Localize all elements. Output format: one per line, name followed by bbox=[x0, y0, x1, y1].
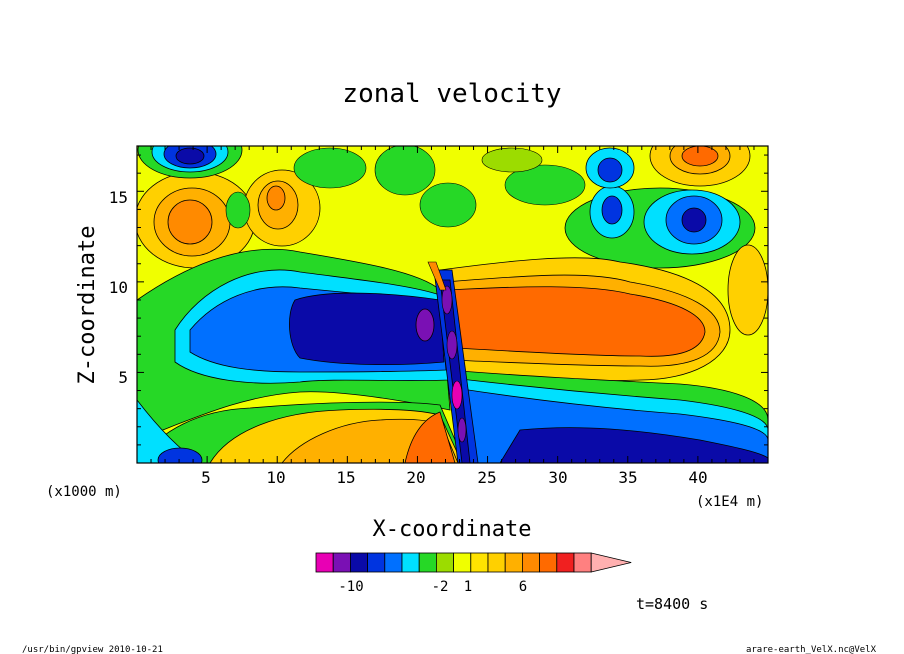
x-unit-right: (x1E4 m) bbox=[696, 494, 763, 510]
upper-green-patch bbox=[293, 147, 367, 189]
front-band bbox=[451, 380, 463, 410]
colorbar-swatch bbox=[349, 552, 368, 573]
west-lower-positive bbox=[404, 411, 456, 463]
y-axis-label: Z-coordinate bbox=[75, 226, 100, 385]
colorbar-swatch bbox=[470, 552, 489, 573]
upper-green-patch bbox=[374, 146, 436, 196]
colorbar-swatch bbox=[573, 552, 592, 573]
x-unit-left: (x1000 m) bbox=[46, 484, 122, 500]
plot-frame bbox=[136, 145, 769, 464]
colorbar-swatch bbox=[401, 552, 420, 573]
colorbar-swatch bbox=[487, 552, 506, 573]
colorbar-swatch bbox=[418, 552, 437, 573]
right-cell bbox=[601, 195, 623, 225]
x-tick-marks bbox=[150, 146, 755, 463]
upper-green-patch bbox=[419, 182, 477, 228]
x-tick-label: 10 bbox=[266, 468, 285, 487]
colorbar-swatch bbox=[522, 552, 541, 573]
colorbar-swatch bbox=[435, 552, 454, 573]
front-band bbox=[457, 417, 467, 443]
y-tick-labels: 5 10 15 bbox=[109, 188, 128, 387]
contour-field bbox=[137, 146, 768, 463]
colorbar bbox=[315, 552, 632, 573]
colorbar-swatch bbox=[504, 552, 523, 573]
footer-right: arare-earth_VelX.nc@VelX bbox=[746, 645, 877, 654]
colorbar-swatch bbox=[453, 552, 472, 573]
y-tick-label: 15 bbox=[109, 188, 128, 207]
east-lower-negative bbox=[499, 427, 768, 463]
colorbar-swatch bbox=[539, 552, 558, 573]
x-tick-label: 25 bbox=[477, 468, 496, 487]
upper-green-patch bbox=[504, 164, 586, 206]
y-tick-label: 10 bbox=[109, 278, 128, 297]
front-band bbox=[427, 261, 447, 291]
upper-green-patch bbox=[481, 147, 543, 173]
x-tick-label: 15 bbox=[336, 468, 355, 487]
upper-mid-cell bbox=[266, 185, 286, 211]
y-tick-marks bbox=[137, 154, 768, 446]
left-lower-negative bbox=[157, 447, 203, 463]
x-tick-labels: 5 10 15 20 25 30 35 40 bbox=[201, 468, 707, 487]
right-edge-cell bbox=[727, 244, 768, 336]
colorbar-label: 1 bbox=[464, 579, 472, 595]
front-band bbox=[441, 285, 453, 315]
chart-title: zonal velocity bbox=[342, 79, 561, 109]
right-cell bbox=[681, 207, 707, 233]
colorbar-label: -2 bbox=[432, 579, 449, 595]
west-negative-jet bbox=[289, 292, 445, 366]
colorbar-swatch bbox=[367, 552, 386, 573]
time-label: t=8400 s bbox=[636, 595, 708, 613]
x-tick-label: 5 bbox=[201, 468, 211, 487]
top-left-cell bbox=[175, 147, 205, 165]
x-tick-label: 40 bbox=[688, 468, 707, 487]
right-cell bbox=[597, 157, 623, 183]
footer-left: /usr/bin/gpview 2010-10-21 bbox=[22, 645, 163, 654]
colorbar-extend-triangle bbox=[590, 552, 632, 573]
colorbar-swatch bbox=[556, 552, 575, 573]
west-negative-jet bbox=[415, 308, 435, 342]
east-positive-jet bbox=[447, 286, 706, 357]
y-tick-label: 5 bbox=[118, 368, 128, 387]
x-tick-label: 20 bbox=[406, 468, 425, 487]
colorbar-label: -10 bbox=[338, 579, 363, 595]
colorbar-swatch bbox=[384, 552, 403, 573]
upper-green-patch bbox=[225, 191, 251, 229]
x-axis-label: X-coordinate bbox=[373, 517, 532, 542]
x-tick-label: 35 bbox=[618, 468, 637, 487]
upper-left-cell bbox=[167, 199, 213, 245]
x-tick-label: 30 bbox=[548, 468, 567, 487]
colorbar-labels: -10 -2 1 6 bbox=[338, 579, 527, 595]
colorbar-swatch bbox=[332, 552, 351, 573]
colorbar-swatch bbox=[315, 552, 334, 573]
front-band bbox=[446, 330, 458, 360]
top-right-cell bbox=[681, 146, 719, 167]
colorbar-label: 6 bbox=[519, 579, 527, 595]
